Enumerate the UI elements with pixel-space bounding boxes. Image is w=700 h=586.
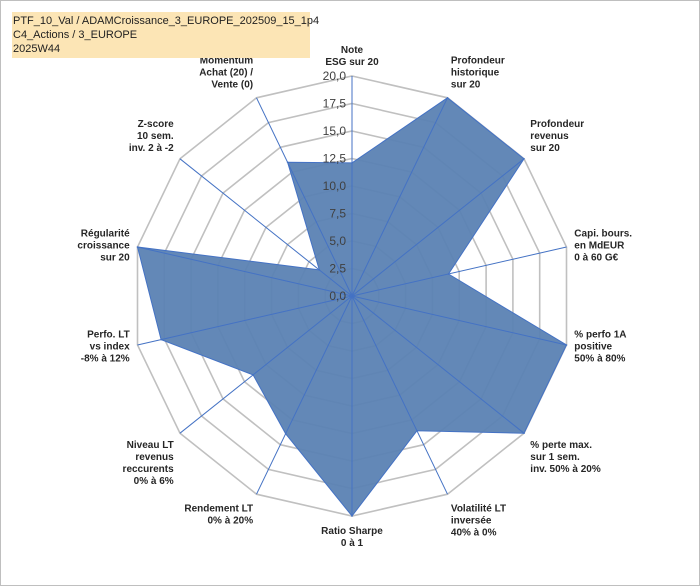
axis-label-4-line-2: 50% à 80% xyxy=(574,354,625,365)
chart-title-line-1: PTF_10_Val / ADAMCroissance_3_EUROPE_202… xyxy=(13,15,320,27)
axis-label-9-line-0: Niveau LT xyxy=(127,440,174,451)
axis-label-0-line-0: Note xyxy=(341,45,364,56)
radar-spokes xyxy=(137,76,567,516)
spoke-5 xyxy=(351,295,525,434)
axis-label-5-line-0: % perte max. xyxy=(530,440,592,451)
axis-label-10-line-0: Perfo. LT xyxy=(87,330,130,341)
axis-label-6-line-0: Volatilité LT xyxy=(451,503,506,514)
axis-label-11-line-1: croissance xyxy=(77,240,130,251)
axis-label-3-line-0: Capi. bours. xyxy=(574,228,632,239)
axis-label-7-line-1: 0 à 1 xyxy=(341,538,364,549)
axis-label-5-line-1: sur 1 sem. xyxy=(530,452,580,463)
axis-label-13-line-0: Momentum xyxy=(200,56,253,67)
axis-label-10-line-2: -8% à 12% xyxy=(81,354,130,365)
axis-label-13-line-1: Achat (20) / xyxy=(199,68,253,79)
radial-tick-labels: 0,0 2,5 5,0 7,5 10,0 12,5 15,0 17,5 20,0 xyxy=(323,69,347,303)
axis-label-2-line-0: Profondeur xyxy=(530,119,584,130)
axis-label-13-line-2: Vente (0) xyxy=(211,80,253,91)
spoke-3 xyxy=(351,246,567,297)
spoke-8 xyxy=(256,295,353,495)
axis-label-6-line-1: inversée xyxy=(451,515,492,526)
tick-label-7: 17,5 xyxy=(323,97,347,111)
axis-label-8-line-0: Rendement LT xyxy=(184,503,253,514)
axis-label-1-line-2: sur 20 xyxy=(451,80,481,91)
tick-label-2: 5,0 xyxy=(329,234,346,248)
axis-label-3-line-1: en MdEUR xyxy=(574,240,625,251)
axis-label-3-line-2: 0 à 60 G€ xyxy=(574,252,618,263)
axis-label-12-line-0: Z-score xyxy=(138,119,175,130)
axis-label-12-line-2: inv. 2 à -2 xyxy=(129,143,174,154)
chart-title-line-2: C4_Actions / 3_EUROPE xyxy=(13,29,138,41)
axis-label-11-line-2: sur 20 xyxy=(100,252,130,263)
axis-label-10-line-1: vs index xyxy=(90,342,130,353)
axis-label-6-line-2: 40% à 0% xyxy=(451,527,497,538)
axis-label-1-line-1: historique xyxy=(451,68,500,79)
tick-label-0: 0,0 xyxy=(329,289,346,303)
axis-label-7-line-0: Ratio Sharpe xyxy=(321,526,383,537)
spoke-12 xyxy=(179,158,353,297)
axis-label-8-line-1: 0% à 20% xyxy=(208,515,254,526)
spoke-13 xyxy=(256,97,353,297)
tick-label-3: 7,5 xyxy=(329,207,346,221)
spoke-1 xyxy=(351,97,448,297)
axis-label-9-line-3: 0% à 6% xyxy=(134,476,174,487)
tick-label-5: 12,5 xyxy=(323,152,347,166)
axis-label-12-line-1: 10 sem. xyxy=(137,131,174,142)
tick-label-4: 10,0 xyxy=(323,179,347,193)
axis-label-11-line-0: Régularité xyxy=(81,228,130,239)
tick-label-8: 20,0 xyxy=(323,69,347,83)
chart-title-box: PTF_10_Val / ADAMCroissance_3_EUROPE_202… xyxy=(12,12,320,58)
axis-label-4-line-0: % perfo 1A xyxy=(574,330,626,341)
spoke-2 xyxy=(351,158,525,297)
axis-label-4-line-1: positive xyxy=(574,342,612,353)
spoke-4 xyxy=(351,295,567,346)
spoke-6 xyxy=(351,295,448,495)
chart-title-line-3: 2025W44 xyxy=(13,43,61,55)
axis-label-9-line-2: reccurents xyxy=(123,464,175,475)
axis-label-5-line-2: inv. 50% à 20% xyxy=(530,464,601,475)
spoke-9 xyxy=(179,295,353,434)
spoke-11 xyxy=(137,246,353,297)
axis-label-2-line-1: revenus xyxy=(530,131,569,142)
axis-label-0-line-1: ESG sur 20 xyxy=(325,57,379,68)
tick-label-6: 15,0 xyxy=(323,124,347,138)
spoke-10 xyxy=(137,295,353,346)
axis-label-9-line-1: revenus xyxy=(135,452,174,463)
tick-label-1: 2,5 xyxy=(329,262,346,276)
axis-label-1-line-0: Profondeur xyxy=(451,56,505,67)
axis-label-2-line-2: sur 20 xyxy=(530,143,560,154)
